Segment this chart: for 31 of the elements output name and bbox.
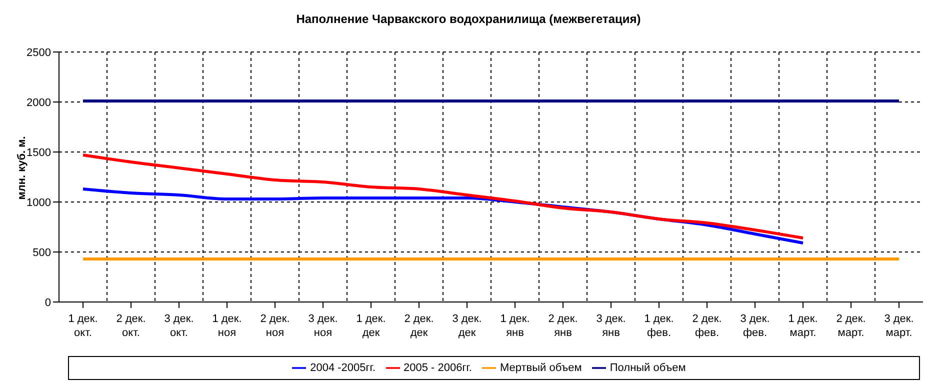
x-tick-label: 2 дек. дек [404, 313, 434, 339]
x-tick-label: 1 дек. янв [500, 313, 530, 339]
x-tick-label: 2 дек. ноя [260, 313, 290, 339]
x-tick-label: 2 дек. фев. [692, 313, 722, 339]
x-tick-label: 2 дек. янв [548, 313, 578, 339]
x-tick-label: 3 дек. фев. [740, 313, 770, 339]
x-tick-label: 3 дек. март. [884, 313, 914, 339]
x-tick-label: 3 дек. ноя [308, 313, 338, 339]
legend-label: Полный объем [610, 362, 686, 374]
y-tick-label: 1000 [26, 196, 51, 209]
x-tick-label: 1 дек. окт. [68, 313, 98, 339]
x-tick-label: 3 дек. окт. [164, 313, 194, 339]
x-tick-label: 1 дек. ноя [212, 313, 242, 339]
legend-label: 2004 -2005гг. [310, 362, 376, 374]
y-tick-label: 1500 [26, 146, 51, 159]
x-tick-label: 1 дек. фев. [644, 313, 674, 339]
y-tick-label: 0 [44, 296, 51, 309]
x-tick-label: 3 дек. дек [452, 313, 482, 339]
y-tick-label: 500 [32, 246, 51, 259]
x-tick-label: 3 дек. янв [596, 313, 626, 339]
y-axis-title: млн. куб. м. [16, 136, 28, 200]
chart-title: Наполнение Чарвакского водохранилища (межвегетация) [295, 12, 642, 26]
y-tick-label: 2500 [26, 46, 51, 59]
line-series [82, 154, 804, 240]
x-tick-label: 1 дек. дек [356, 313, 386, 339]
legend-label: Мертвый объем [500, 362, 582, 374]
x-tick-label: 2 дек. март. [836, 313, 866, 339]
y-tick-label: 2000 [26, 96, 51, 109]
x-tick-label: 2 дек. окт. [116, 313, 146, 339]
legend-label: 2005 - 2006гг. [404, 362, 472, 374]
x-tick-label: 1 дек. март. [788, 313, 818, 339]
